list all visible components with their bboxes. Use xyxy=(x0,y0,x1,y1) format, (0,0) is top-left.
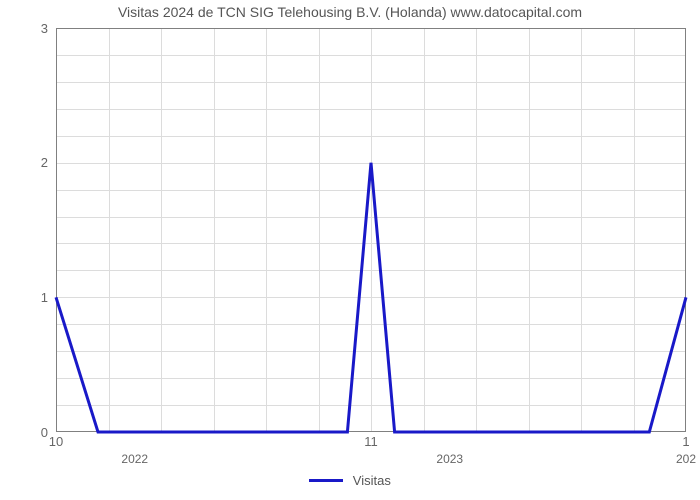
legend-swatch xyxy=(309,479,343,482)
y-tick-label: 3 xyxy=(18,21,48,36)
legend: Visitas xyxy=(0,472,700,488)
legend-label: Visitas xyxy=(353,473,391,488)
x-tick-label: 10 xyxy=(49,434,63,449)
y-tick-label: 0 xyxy=(18,425,48,440)
x-tick-label: 11 xyxy=(364,434,378,449)
y-tick-label: 2 xyxy=(18,155,48,170)
line-series xyxy=(56,28,686,432)
chart-container: { "chart": { "type": "line", "title": "V… xyxy=(0,0,700,500)
x-year-label: 202 xyxy=(676,452,696,466)
x-tick-label: 1 xyxy=(682,434,689,449)
x-year-label: 2023 xyxy=(436,452,463,466)
x-year-label: 2022 xyxy=(121,452,148,466)
y-tick-label: 1 xyxy=(18,290,48,305)
chart-title: Visitas 2024 de TCN SIG Telehousing B.V.… xyxy=(0,4,700,20)
plot-area xyxy=(56,28,686,432)
